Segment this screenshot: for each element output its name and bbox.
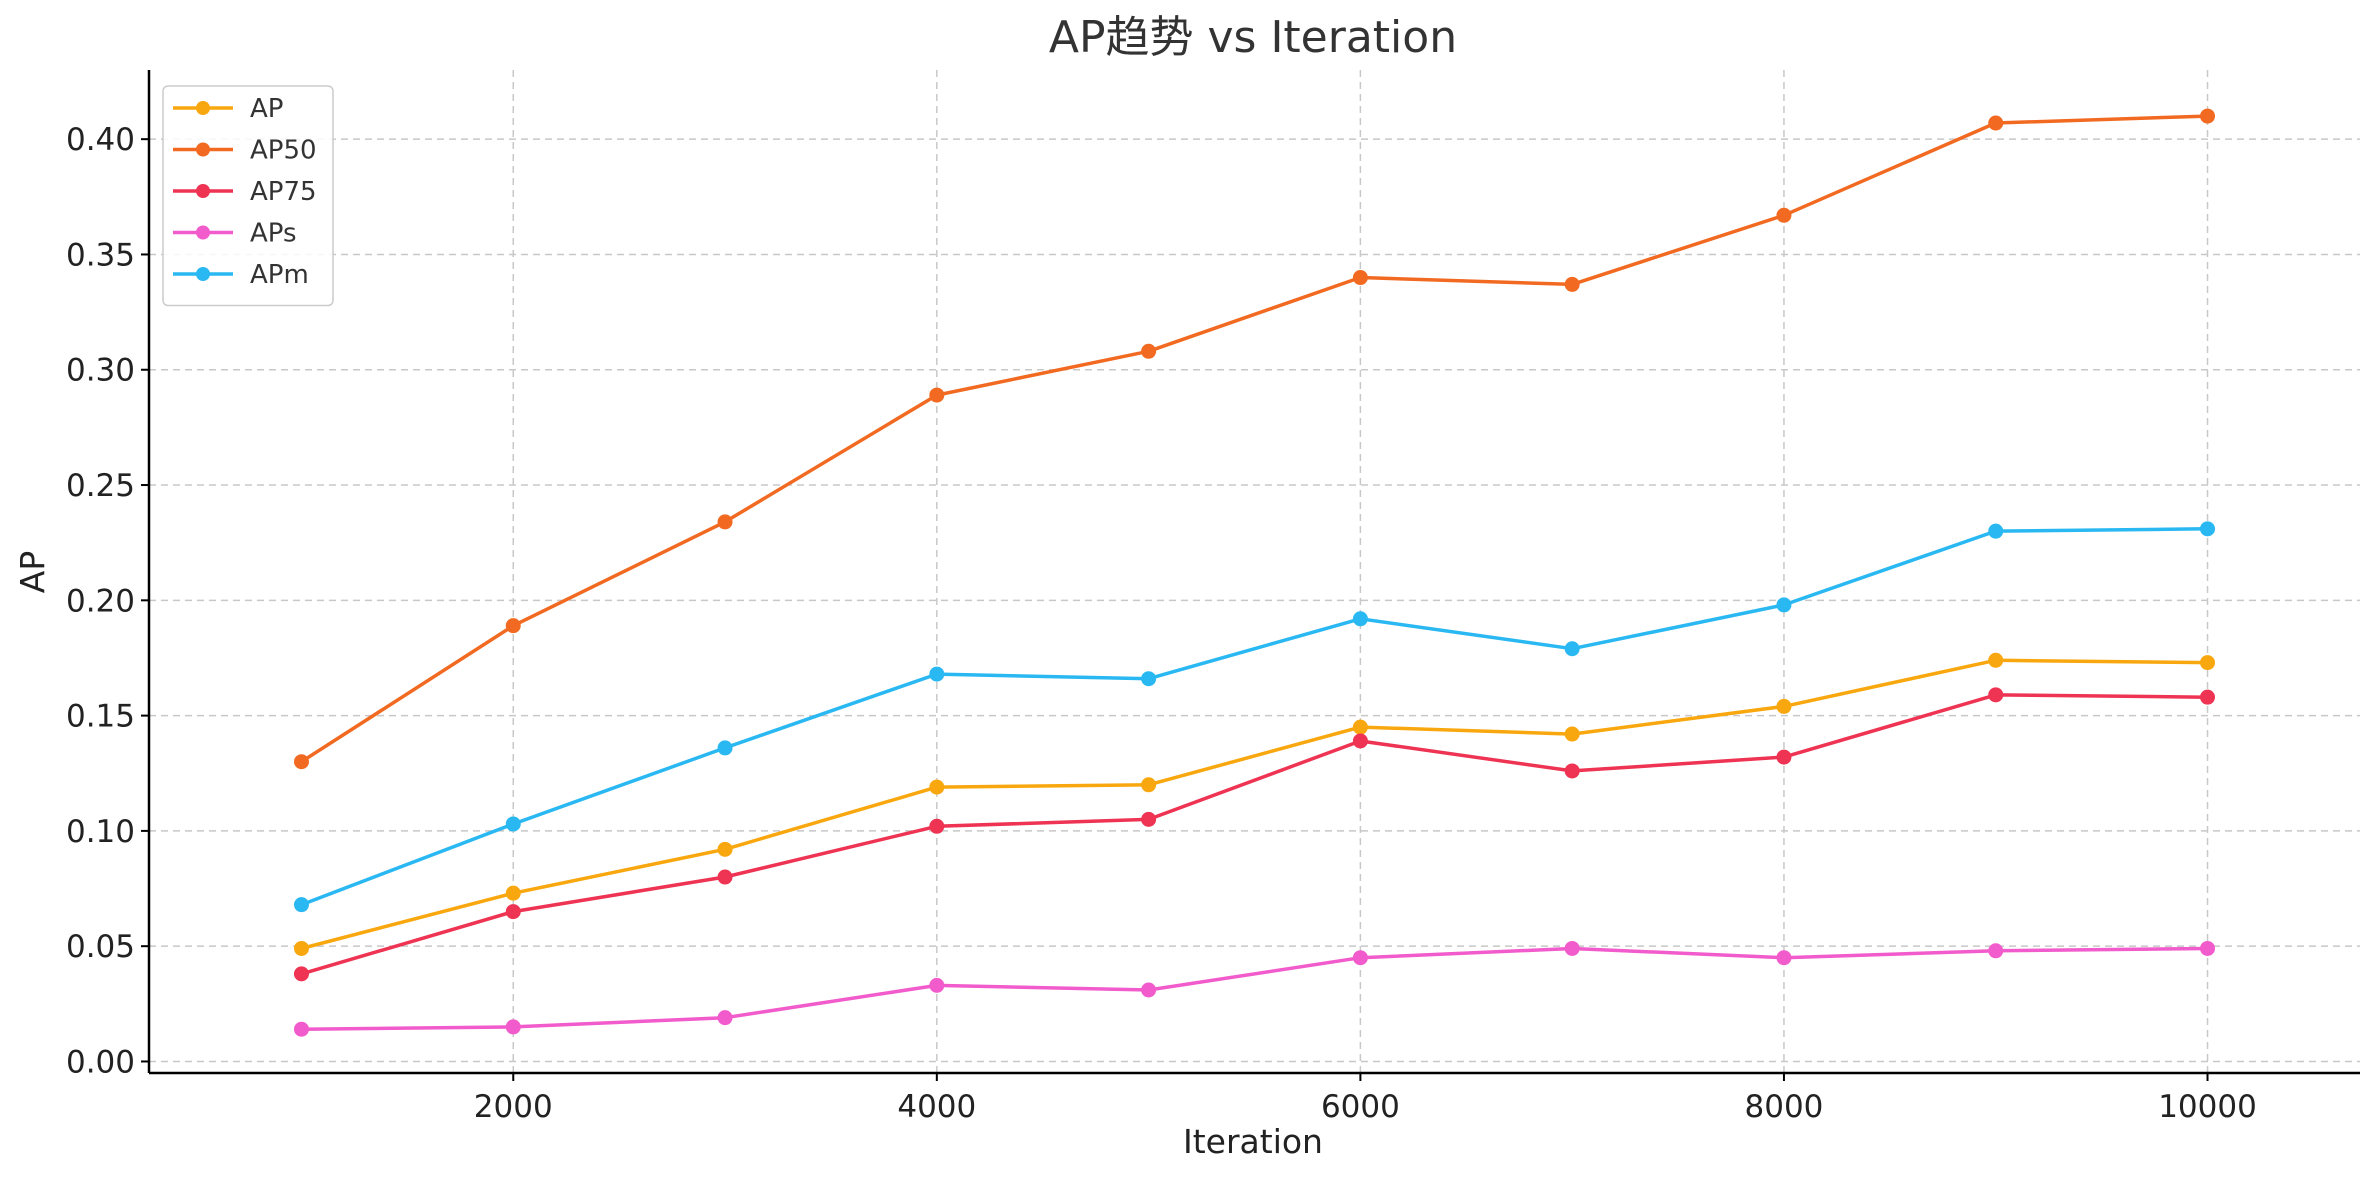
series-line-apm [300, 527, 2208, 907]
series-aps [293, 940, 2216, 1037]
data-point-ap50 [717, 514, 733, 530]
series-line-aps [301, 946, 2208, 1031]
legend: AP AP50 AP75 APs APm [162, 85, 334, 307]
data-point-apm [929, 666, 945, 682]
data-point-apm [717, 740, 733, 756]
data-point-apm [1141, 671, 1157, 687]
data-point-ap [1141, 777, 1157, 793]
data-point-ap75 [1988, 687, 2004, 703]
y-axis-label: AP [13, 551, 52, 593]
data-point-ap [1564, 726, 1580, 742]
x-tick-label: 8000 [1745, 1089, 1824, 1125]
data-point-apm [505, 816, 521, 832]
x-tick-label: 4000 [897, 1089, 976, 1125]
data-point-ap [2200, 655, 2216, 671]
data-point-ap50 [1988, 115, 2004, 131]
series-ap [293, 652, 2216, 956]
y-tick-label: 0.20 [66, 583, 135, 619]
data-point-aps [1141, 982, 1157, 998]
x-tick-label: 2000 [474, 1089, 553, 1125]
legend-label-aps: APs [250, 219, 297, 249]
data-point-aps [929, 977, 945, 993]
legend-label-ap50: AP50 [250, 136, 317, 166]
data-point-ap50 [293, 754, 309, 770]
data-point-apm [2200, 521, 2216, 537]
series-line-ap [301, 658, 2208, 951]
data-point-ap [293, 940, 309, 956]
data-point-ap [929, 779, 945, 795]
y-tick-label: 0.30 [66, 353, 135, 389]
data-point-ap [1352, 719, 1368, 735]
data-point-apm [1988, 523, 2004, 539]
data-point-ap50 [2200, 108, 2216, 124]
x-tick-label: 10000 [2158, 1089, 2257, 1125]
legend-marker-ap75 [196, 184, 210, 198]
data-point-ap75 [505, 904, 521, 920]
data-point-ap50 [1564, 276, 1580, 292]
data-point-aps [2200, 940, 2216, 956]
legend-label-apm: APm [250, 260, 309, 290]
data-point-apm [1776, 597, 1792, 613]
legend-marker-apm [196, 267, 210, 281]
series-lines [293, 108, 2216, 1037]
data-point-ap75 [929, 818, 945, 834]
data-point-ap [1988, 652, 2004, 668]
x-axis-label: Iteration [1183, 1122, 1323, 1161]
legend-marker-ap [196, 101, 210, 115]
y-tick-label: 0.05 [66, 929, 135, 965]
data-point-aps [1776, 950, 1792, 966]
data-point-apm [293, 897, 309, 913]
series-ap50 [293, 108, 2216, 770]
axes: 2000 4000 6000 8000 10000 0.00 0.05 0.10 0.15 0.2… [66, 70, 2360, 1125]
data-point-ap50 [1141, 343, 1157, 359]
series-line-ap50 [300, 114, 2208, 764]
series-apm [293, 521, 2216, 913]
data-point-aps [717, 1010, 733, 1026]
y-tick-label: 0.15 [66, 699, 135, 735]
series-line-ap75 [301, 693, 2208, 976]
data-point-ap75 [293, 966, 309, 982]
data-point-ap75 [2200, 689, 2216, 705]
legend-label-ap: AP [250, 94, 283, 124]
data-point-apm [1564, 641, 1580, 657]
data-point-aps [1988, 943, 2004, 959]
data-point-ap [717, 841, 733, 857]
data-point-ap50 [1352, 270, 1368, 286]
data-point-ap [1776, 698, 1792, 714]
y-tick-label: 0.40 [66, 122, 135, 158]
data-point-ap [505, 885, 521, 901]
legend-box [162, 85, 334, 307]
y-tick-label: 0.10 [66, 814, 135, 850]
y-tick-label: 0.35 [66, 237, 135, 273]
data-point-ap75 [1141, 811, 1157, 827]
x-tick-label: 6000 [1321, 1089, 1400, 1125]
legend-marker-aps [196, 225, 210, 240]
data-point-ap75 [1776, 749, 1792, 765]
data-point-aps [505, 1019, 521, 1035]
data-point-aps [1352, 950, 1368, 966]
data-point-ap75 [717, 869, 733, 885]
data-point-ap75 [1352, 733, 1368, 749]
data-point-ap50 [1776, 207, 1792, 223]
y-tick-label: 0.00 [66, 1044, 135, 1080]
data-point-apm [1352, 611, 1368, 627]
data-point-ap75 [1564, 763, 1580, 779]
legend-label-ap75: AP75 [250, 177, 317, 207]
data-point-aps [1564, 940, 1580, 956]
y-tick-label: 0.25 [66, 468, 135, 504]
data-point-ap50 [929, 387, 945, 403]
series-ap75 [293, 687, 2216, 982]
data-point-aps [293, 1021, 309, 1037]
data-point-ap50 [505, 618, 521, 634]
legend-marker-ap50 [196, 142, 210, 157]
chart-title: AP趋势 vs Iteration [1049, 12, 1457, 63]
